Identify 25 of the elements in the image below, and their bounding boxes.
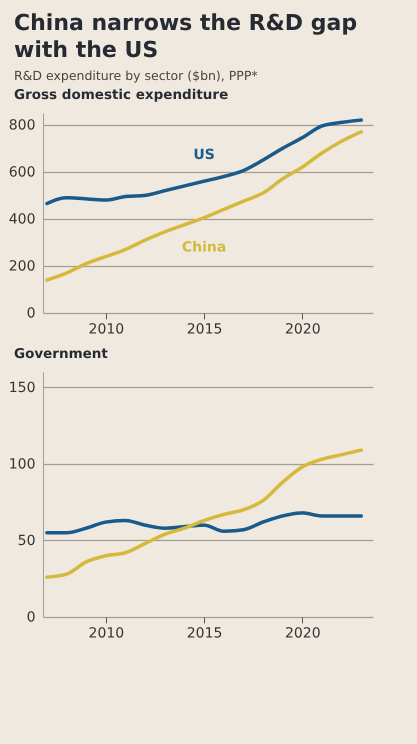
line-series bbox=[45, 511, 363, 535]
y-tick-label: 400 bbox=[8, 211, 36, 228]
y-tick-label: 800 bbox=[8, 117, 36, 134]
text: Gross domestic expenditure bbox=[14, 87, 230, 103]
chart-title: China narrows the R&D gap with the US bbox=[14, 10, 358, 64]
x-tick-label: 2020 bbox=[284, 626, 321, 642]
x-tick-label: 2015 bbox=[186, 626, 222, 642]
y-tick-label: 100 bbox=[8, 456, 36, 472]
chart-title: Government bbox=[14, 346, 109, 362]
x-tick-label: 2020 bbox=[284, 322, 321, 338]
x-tick-label: 2010 bbox=[88, 322, 124, 338]
line-series bbox=[45, 118, 363, 206]
x-tick-label: 2010 bbox=[88, 626, 124, 642]
y-tick-label: 0 bbox=[26, 306, 36, 322]
series-label: China bbox=[182, 240, 226, 256]
y-tick-label: 200 bbox=[8, 258, 36, 274]
line-series bbox=[45, 130, 363, 282]
series-label: US bbox=[193, 147, 215, 164]
y-tick-label: 600 bbox=[8, 164, 36, 180]
line-series bbox=[45, 448, 363, 579]
y-tick-label: 50 bbox=[18, 532, 36, 549]
y-tick-label: 150 bbox=[8, 380, 36, 396]
x-tick-label: 2015 bbox=[186, 322, 222, 338]
y-tick-label: 0 bbox=[26, 610, 36, 626]
chart-subtitle: R&D expenditure by sector ($bn), PPP* bbox=[14, 68, 259, 83]
